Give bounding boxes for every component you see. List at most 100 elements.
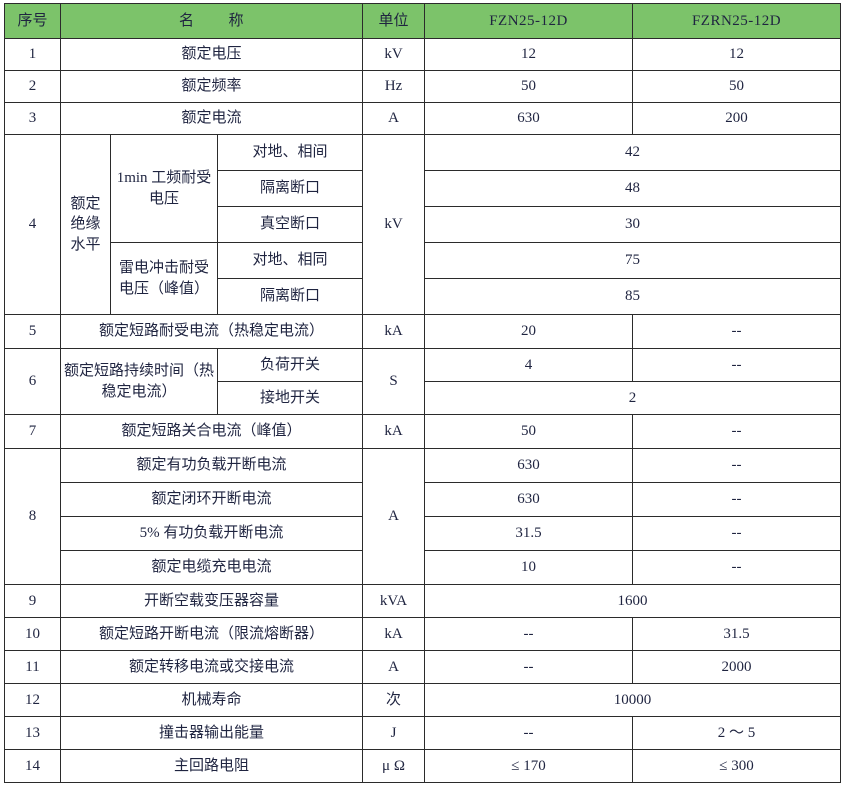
row-unit: kVA: [362, 584, 426, 618]
row-unit: S: [362, 348, 426, 415]
row-no: 10: [4, 617, 61, 651]
sub-item-value-merged: 42: [424, 134, 842, 171]
table-row: 14 主回路电阻 μ Ω ≤ 170 ≤ 300: [4, 749, 842, 783]
row-name: 额定短路关合电流（峰值）: [59, 414, 364, 449]
table-row: 额定闭环开断电流 630 --: [5, 482, 842, 517]
column-header-no: 序号: [4, 3, 61, 39]
row-value-model2: 200: [632, 102, 842, 135]
sub-item-value-model1: 4: [424, 348, 634, 382]
row-value-model1: 50: [424, 70, 634, 103]
sub-item-value-merged: 48: [424, 170, 842, 207]
row-value-model1: 20: [424, 314, 634, 349]
table-row: 1 额定电压 kV 12 12: [4, 38, 842, 71]
row-value-model1: 12: [424, 38, 634, 71]
sub-item-value-merged: 85: [424, 278, 842, 315]
row-no: 7: [4, 414, 61, 449]
row-unit: kA: [362, 314, 426, 349]
row-no: 4: [4, 134, 61, 315]
column-header-name: 名称: [59, 3, 364, 39]
table-row: 真空断口 30: [5, 206, 842, 243]
row-value-model2: 50: [632, 70, 842, 103]
row-value-model2: ≤ 300: [632, 749, 842, 783]
sub-item-value-model2: --: [632, 448, 842, 483]
sub-item-value-merged: 75: [424, 242, 842, 279]
row-value-model1: --: [424, 650, 634, 684]
sub-item-value-model1: 630: [424, 482, 634, 517]
table-row: 10 额定短路开断电流（限流熔断器） kA -- 31.5: [4, 617, 842, 651]
sub-item-value-merged: 30: [424, 206, 842, 243]
column-header-model-fzn25: FZN25-12D: [424, 3, 634, 39]
table-row: 2 额定频率 Hz 50 50: [4, 70, 842, 103]
table-row: 8 额定有功负载开断电流 A 630 --: [4, 448, 842, 585]
row-unit: kA: [362, 617, 426, 651]
specification-table: 序号 名称 单位 FZN25-12D FZRN25-12D 1 额定电压 kV …: [4, 3, 842, 783]
row-value-model2: --: [632, 314, 842, 349]
table-header-row: 序号 名称 单位 FZN25-12D FZRN25-12D: [4, 3, 842, 39]
row-unit: Hz: [362, 70, 426, 103]
row-no: 1: [4, 38, 61, 71]
row-name: 额定短路开断电流（限流熔断器）: [59, 617, 364, 651]
column-header-model-fzrn25: FZRN25-12D: [632, 3, 842, 39]
table-row: 4 额定绝缘水平 1min 工频耐受电压 对地、相间 kV 42: [4, 134, 842, 315]
table-body: 1 额定电压 kV 12 12 2 额定频率 Hz 50 50 3 额定电流 A…: [4, 38, 842, 783]
table-row: 9 开断空载变压器容量 kVA 1600: [4, 584, 842, 618]
sub-item-value-model2: --: [632, 516, 842, 551]
table-row: 7 额定短路关合电流（峰值） kA 50 --: [4, 414, 842, 449]
table-row: 5 额定短路耐受电流（热稳定电流） kA 20 --: [4, 314, 842, 349]
table-row: 隔离断口 48: [5, 170, 842, 207]
row-unit: A: [362, 650, 426, 684]
sub-item-label: 5% 有功负载开断电流: [59, 516, 364, 551]
row-name: 额定电压: [59, 38, 364, 71]
sub-item-label: 隔离断口: [216, 170, 364, 207]
row-unit: kV: [362, 38, 426, 71]
sub-item-value-model1: 630: [424, 448, 634, 483]
row-name: 机械寿命: [59, 683, 364, 717]
row-unit: A: [362, 102, 426, 135]
row-name: 额定短路耐受电流（热稳定电流）: [59, 314, 364, 349]
row-value-model1: ≤ 170: [424, 749, 634, 783]
row-no: 11: [4, 650, 61, 684]
row-name: 额定电流: [59, 102, 364, 135]
row-unit: A: [362, 448, 426, 585]
sub-item-label: 对地、相间: [216, 134, 364, 171]
row-unit: μ Ω: [362, 749, 426, 783]
column-header-unit: 单位: [362, 3, 426, 39]
row-name: 额定转移电流或交接电流: [59, 650, 364, 684]
row-no: 9: [4, 584, 61, 618]
table-row: 雷电冲击耐受电压（峰值） 对地、相同 75: [5, 242, 842, 315]
row-name: 开断空载变压器容量: [59, 584, 364, 618]
short-circuit-duration-group-label: 额定短路持续时间（热稳定电流）: [60, 348, 218, 415]
sub-item-value-model1: 10: [424, 550, 634, 585]
row-no: 13: [4, 716, 61, 750]
sub-item-label: 额定有功负载开断电流: [59, 448, 364, 483]
sub-item-value-model1: 31.5: [424, 516, 634, 551]
row-value-model1: 630: [424, 102, 634, 135]
sub-item-label: 对地、相同: [216, 242, 364, 279]
table-row: 接地开关 2: [5, 381, 842, 415]
table-row: 6 额定短路持续时间（热稳定电流） 负荷开关 S 4 --: [4, 348, 842, 415]
row-value-model2: --: [632, 414, 842, 449]
row-unit: 次: [362, 683, 426, 717]
row-value-merged: 1600: [424, 584, 842, 618]
row-unit: J: [362, 716, 426, 750]
column-header-name-char1: 名: [179, 12, 195, 29]
sub-item-value-model2: --: [632, 348, 842, 382]
row-name: 主回路电阻: [59, 749, 364, 783]
row-value-model2: 2000: [632, 650, 842, 684]
table-row: 13 撞击器输出能量 J -- 2 ～ 5: [4, 716, 842, 750]
row-no: 5: [4, 314, 61, 349]
row-value-model1: 50: [424, 414, 634, 449]
row-unit: kV: [362, 134, 426, 315]
row-value-model2: 12: [632, 38, 842, 71]
row-no: 6: [4, 348, 61, 415]
table-row: 11 额定转移电流或交接电流 A -- 2000: [4, 650, 842, 684]
row-no: 8: [4, 448, 61, 585]
table-row: 12 机械寿命 次 10000: [4, 683, 842, 717]
row-unit: kA: [362, 414, 426, 449]
row-value-model2: 2 ～ 5: [632, 716, 842, 750]
row-name: 额定频率: [59, 70, 364, 103]
sub-item-label: 真空断口: [216, 206, 364, 243]
sub-item-label: 隔离断口: [216, 278, 364, 315]
table-row: 3 额定电流 A 630 200: [4, 102, 842, 135]
sub-item-label: 额定闭环开断电流: [59, 482, 364, 517]
